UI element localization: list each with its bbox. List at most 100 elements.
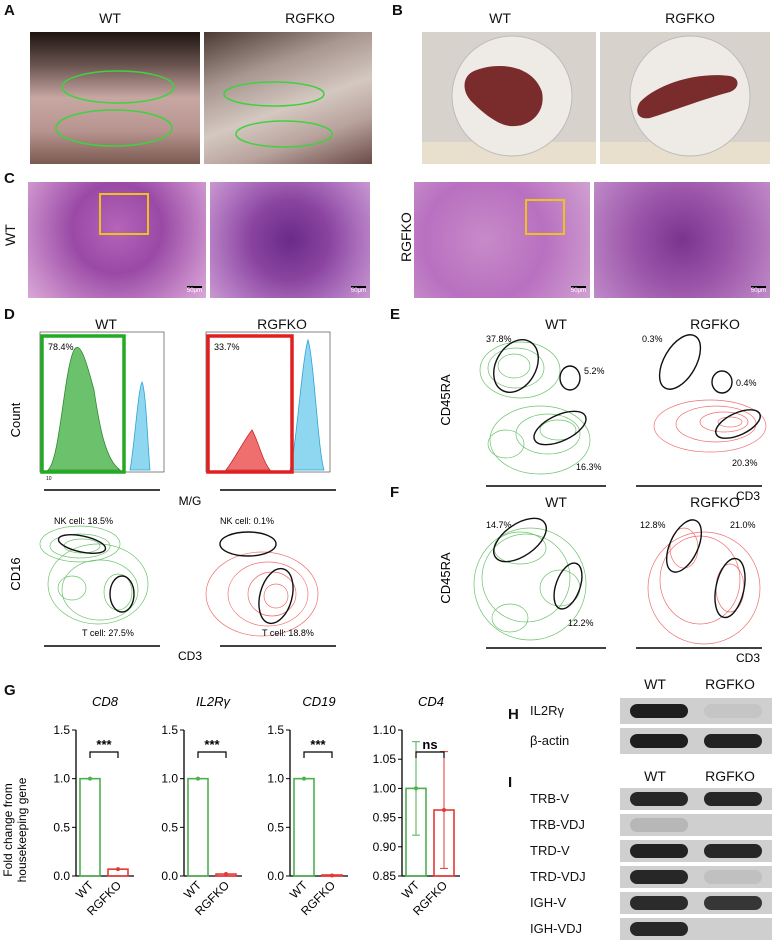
panel-e-wt-header: WT — [545, 316, 567, 332]
ko-t-contours — [205, 551, 319, 637]
chart-2-title: CD19 — [302, 694, 335, 709]
chart-1-point-0 — [196, 776, 200, 781]
wt-histology-roi — [99, 193, 149, 235]
chart-0-category-0: WT — [73, 878, 97, 902]
h-blot-band-1-1 — [704, 734, 762, 748]
chart-3-tick-label-4: 1.05 — [373, 752, 397, 766]
chart-1-tick-label-0: 0.0 — [161, 869, 178, 883]
panel-h-ko-header: RGFKO — [705, 676, 755, 692]
i-blot-band-0-0 — [630, 792, 688, 806]
mg-axis-label: M/G — [179, 494, 202, 508]
panel-d-contours: CD16 NK cell: 18.5% T cell: 27.5% NK cel… — [8, 516, 336, 663]
i-blot-band-1-0 — [630, 818, 688, 832]
i-blot-band-2-1 — [704, 844, 762, 858]
chart-1-category-0: WT — [181, 878, 205, 902]
ko-overview-scale-bar: 50μm — [570, 286, 586, 294]
i-blot-row-label-2: TRD-V — [530, 843, 570, 858]
i-blot-band-0-1 — [704, 792, 762, 806]
ko-zoom-scale-bar: 50μm — [750, 286, 766, 294]
wt-t-pct: T cell: 27.5% — [82, 628, 134, 638]
wt-f-pct-1: 14.7% — [486, 520, 512, 530]
chart-3-category-0: WT — [399, 878, 423, 902]
ko-cd45ra-contours — [653, 399, 767, 453]
chart-0-bracket — [89, 751, 119, 758]
h-blot-band-1-0 — [630, 734, 688, 748]
chart-0-point-0 — [88, 776, 92, 781]
wt-e-pct-1: 37.8% — [486, 334, 512, 344]
i-blot-band-4-0 — [630, 896, 688, 910]
i-blot-band-3-1 — [704, 870, 762, 884]
wt-histogram: 78.4% 10 — [39, 331, 165, 482]
h-blot-band-0-0 — [630, 704, 688, 718]
ko-e-pct-2: 0.4% — [736, 378, 757, 388]
chart-2-tick-label-1: 0.5 — [267, 820, 284, 834]
i-blot-band-1-1 — [704, 818, 762, 832]
chart-2-point-1 — [330, 873, 334, 878]
wt-spleen-image — [422, 35, 596, 164]
panel-c-wt-label: WT — [2, 224, 18, 246]
chart-0-tick-label-2: 1.0 — [53, 772, 70, 786]
panel-label-g: G — [4, 682, 16, 699]
ko-spleen-image — [600, 35, 770, 164]
ko-nk-pct: NK cell: 0.1% — [220, 516, 274, 526]
i-blot-strip-2 — [620, 840, 772, 862]
i-blot-row-1: TRB-VDJ — [530, 812, 772, 838]
panel-e-contours: CD45RA 37.8% 5.2% 16.3% 0.3% 0.4% 20.3% … — [438, 334, 767, 500]
i-blot-band-4-1 — [704, 896, 762, 910]
chart-3-tick-label-0: 0.85 — [373, 869, 397, 883]
wt-zoom-scale-bar: 50μm — [350, 286, 366, 294]
chart-1-tick-label-3: 1.5 — [161, 723, 178, 737]
panel-f-xlabel: CD3 — [736, 651, 760, 665]
chart-3-tick-label-2: 0.95 — [373, 811, 397, 825]
chart-2-point-0 — [302, 776, 306, 781]
ko-histology-roi — [525, 199, 565, 235]
panel-f-ko-header: RGFKO — [690, 494, 740, 510]
i-blot-band-5-1 — [704, 922, 762, 936]
panel-g-ylabel-line1: Fold change from — [1, 783, 15, 876]
panel-label-b: B — [392, 2, 403, 19]
panel-label-f: F — [390, 484, 400, 501]
chart-2-tick-label-2: 1.0 — [267, 772, 284, 786]
ko-lymph-node-circles — [223, 81, 333, 148]
panel-label-d: D — [4, 306, 15, 323]
chart-0-significance: *** — [96, 737, 112, 752]
i-blot-strip-4 — [620, 892, 772, 914]
i-blot-row-0: TRB-V — [530, 786, 772, 812]
h-blot-row-label-0: IL2Rγ — [530, 703, 564, 718]
panel-i-blot: TRB-V TRB-VDJ TRD-V TRD-VDJ IGH-V IGH-VDJ — [530, 786, 772, 942]
chart-1-bracket — [197, 751, 227, 758]
chart-3-tick-label-3: 1.00 — [373, 781, 397, 795]
i-blot-strip-0 — [620, 788, 772, 810]
chart-0-tick-label-3: 1.5 — [53, 723, 70, 737]
wt-lymph-node-circles — [55, 70, 175, 147]
panel-label-c: C — [4, 170, 15, 187]
ko-f-pct-2: 21.0% — [730, 520, 756, 530]
i-blot-row-5: IGH-VDJ — [530, 916, 772, 942]
wt-cd45ra-contours — [479, 341, 591, 475]
h-blot-row-0: IL2Rγ — [530, 696, 772, 726]
panel-b-ko-header: RGFKO — [665, 10, 715, 26]
h-blot-strip-1 — [620, 728, 772, 754]
panel-d-ko-header: RGFKO — [257, 316, 307, 332]
wt-nk-pct: NK cell: 18.5% — [54, 516, 113, 526]
wt-f-pct-2: 12.2% — [568, 618, 594, 628]
panel-e-ylabel: CD45RA — [438, 374, 453, 426]
chart-1-title: IL2Rγ — [196, 694, 231, 709]
i-blot-band-3-0 — [630, 870, 688, 884]
ko-lymph-node-photo — [204, 32, 372, 164]
panel-g-ylabel-line2: housekeeping gene — [15, 777, 29, 882]
wt-e-pct-2: 5.2% — [584, 366, 605, 376]
chart-0-bar-0 — [79, 777, 101, 877]
i-blot-row-label-3: TRD-VDJ — [530, 869, 586, 884]
i-blot-row-3: TRD-VDJ — [530, 864, 772, 890]
chart-2-category-0: WT — [287, 878, 311, 902]
panel-a-wt-header: WT — [99, 10, 121, 26]
wt-overview-scale-bar: 50μm — [186, 286, 202, 294]
panel-label-h: H — [508, 706, 519, 723]
h-blot-row-1: β-actin — [530, 726, 772, 756]
count-axis-label: Count — [8, 402, 23, 437]
wt-lymph-node-photo — [30, 32, 200, 164]
chart-1-significance: *** — [204, 737, 220, 752]
panel-label-e: E — [390, 306, 401, 323]
i-blot-row-label-4: IGH-V — [530, 895, 567, 910]
